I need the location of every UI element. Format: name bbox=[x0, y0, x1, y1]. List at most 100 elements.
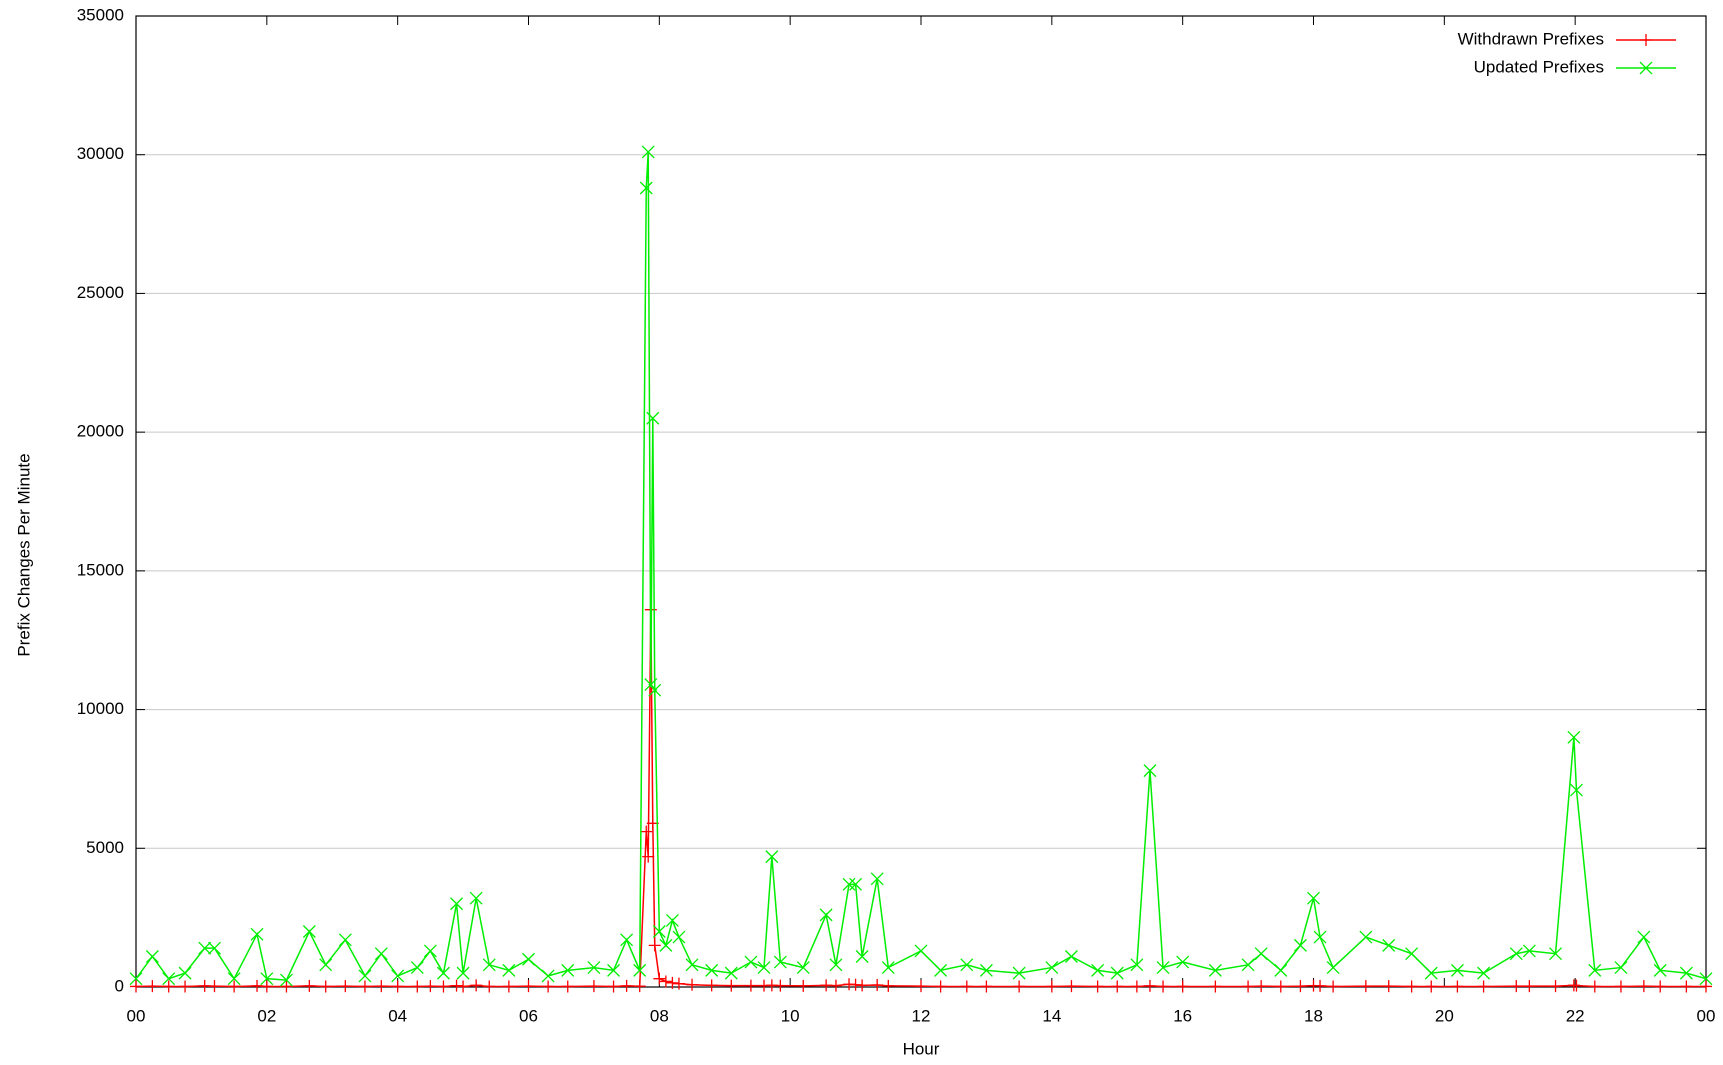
data-point bbox=[424, 980, 437, 993]
data-point bbox=[1313, 930, 1327, 944]
data-point bbox=[685, 958, 699, 972]
data-point bbox=[228, 980, 241, 993]
data-point bbox=[391, 980, 404, 993]
series-line bbox=[135, 151, 1707, 981]
data-point bbox=[855, 950, 869, 963]
data-point bbox=[639, 181, 653, 195]
data-point bbox=[1509, 947, 1523, 961]
data-point bbox=[1549, 980, 1562, 993]
data-point bbox=[849, 877, 863, 891]
data-point bbox=[774, 979, 787, 992]
y-tick-label: 20000 bbox=[77, 422, 124, 441]
data-point bbox=[1293, 938, 1307, 952]
data-point bbox=[1382, 980, 1395, 993]
data-point bbox=[561, 963, 575, 977]
data-point bbox=[1549, 947, 1562, 961]
data-point bbox=[1065, 950, 1078, 963]
data-point bbox=[482, 958, 496, 972]
data-point bbox=[470, 979, 483, 992]
x-tick-label: 14 bbox=[1042, 1006, 1061, 1025]
data-point bbox=[1327, 980, 1340, 993]
data-point bbox=[934, 963, 948, 977]
x-tick-label: 06 bbox=[519, 1006, 538, 1025]
data-point bbox=[437, 980, 450, 993]
data-point bbox=[1588, 980, 1601, 993]
y-axis-label: Prefix Changes Per Minute bbox=[14, 453, 33, 656]
data-point bbox=[1110, 966, 1124, 980]
data-point bbox=[1567, 730, 1581, 744]
data-point bbox=[587, 980, 600, 993]
data-point bbox=[1209, 980, 1222, 993]
data-point bbox=[1143, 764, 1157, 778]
data-point bbox=[870, 872, 884, 886]
data-point bbox=[960, 958, 974, 972]
data-point bbox=[1510, 980, 1523, 993]
data-point bbox=[587, 961, 601, 975]
series-line bbox=[135, 609, 1706, 988]
legend-label: Withdrawn Prefixes bbox=[1458, 29, 1604, 48]
data-point bbox=[1314, 979, 1327, 992]
data-point bbox=[829, 958, 843, 972]
data-point bbox=[1274, 980, 1287, 993]
data-point bbox=[773, 955, 787, 969]
data-point bbox=[1588, 963, 1602, 977]
data-point bbox=[1012, 966, 1026, 980]
data-point bbox=[1143, 979, 1156, 992]
data-point bbox=[1157, 980, 1170, 993]
plot-frame bbox=[135, 15, 1707, 988]
data-point bbox=[1359, 930, 1373, 944]
data-point bbox=[607, 980, 620, 993]
data-point bbox=[129, 972, 143, 986]
data-point bbox=[1679, 966, 1693, 980]
x-tick-label: 22 bbox=[1566, 1006, 1585, 1025]
data-point bbox=[1477, 980, 1490, 993]
data-point bbox=[162, 972, 176, 986]
data-point bbox=[162, 980, 175, 993]
data-point bbox=[1450, 963, 1464, 977]
data-point bbox=[797, 979, 810, 992]
x-tick-label: 04 bbox=[388, 1006, 407, 1025]
data-point bbox=[934, 980, 947, 993]
data-point bbox=[1111, 980, 1124, 993]
data-point bbox=[178, 966, 192, 980]
data-point bbox=[1680, 980, 1693, 993]
data-point bbox=[648, 683, 662, 697]
data-point bbox=[1208, 963, 1222, 977]
data-point bbox=[1242, 980, 1255, 993]
data-point bbox=[644, 678, 658, 692]
data-point bbox=[653, 972, 666, 985]
data-point bbox=[302, 925, 316, 938]
data-point bbox=[1326, 961, 1340, 975]
data-point bbox=[633, 963, 647, 977]
data-point bbox=[391, 969, 405, 983]
data-point bbox=[686, 978, 699, 991]
data-point bbox=[757, 961, 771, 975]
data-point bbox=[641, 145, 655, 159]
data-point bbox=[1424, 966, 1438, 980]
data-point bbox=[705, 963, 719, 977]
data-point bbox=[665, 913, 679, 927]
data-point bbox=[339, 980, 352, 993]
data-point bbox=[319, 958, 333, 972]
legend-marker bbox=[1640, 34, 1652, 46]
data-point bbox=[1176, 955, 1190, 969]
y-tick-label: 0 bbox=[115, 976, 124, 995]
data-point bbox=[1274, 963, 1288, 977]
data-point bbox=[280, 980, 293, 993]
data-point bbox=[260, 972, 274, 986]
data-point bbox=[1477, 966, 1491, 980]
data-point bbox=[705, 979, 718, 992]
data-point bbox=[1130, 980, 1143, 993]
y-tick-label: 5000 bbox=[86, 838, 124, 857]
data-point bbox=[881, 961, 895, 975]
data-point bbox=[979, 963, 993, 977]
data-point bbox=[652, 925, 666, 938]
data-point bbox=[1045, 980, 1058, 993]
y-tick-label: 35000 bbox=[77, 5, 124, 24]
data-point bbox=[1130, 958, 1144, 972]
data-point bbox=[358, 980, 371, 993]
x-tick-label: 02 bbox=[257, 1006, 276, 1025]
data-point bbox=[724, 966, 738, 980]
